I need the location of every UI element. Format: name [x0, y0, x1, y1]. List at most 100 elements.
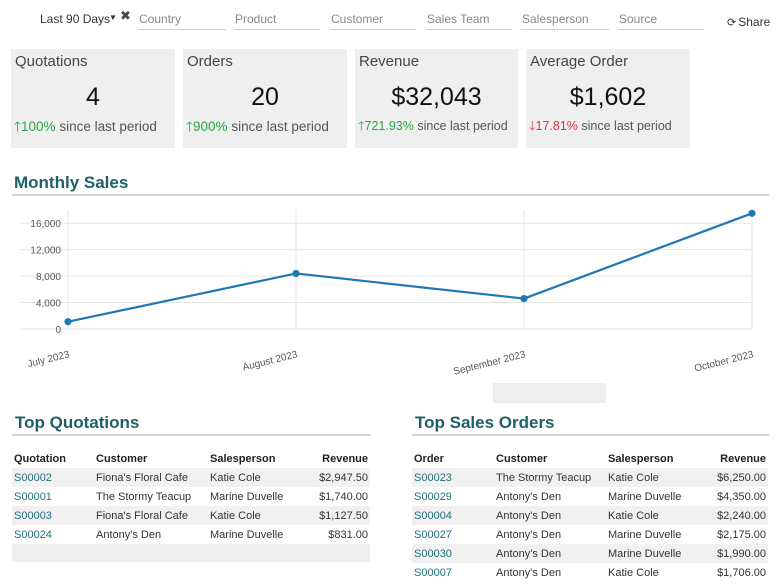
section-divider — [412, 434, 769, 436]
column-header: Revenue — [720, 452, 766, 465]
top-sales-orders-table: Order Customer Salesperson Revenue S0002… — [412, 449, 768, 582]
order-link[interactable]: S00030 — [414, 547, 452, 560]
salesperson-cell: Marine Duvelle — [210, 528, 284, 541]
customer-filter[interactable]: Customer — [330, 12, 416, 30]
column-header: Revenue — [322, 452, 368, 465]
series-line — [67, 212, 753, 323]
customer-cell: Antony's Den — [494, 506, 606, 525]
revenue-cell: $2,240.00 — [698, 506, 768, 525]
table-row[interactable]: S00023 The Stormy Teacup Katie Cole $6,2… — [412, 468, 768, 487]
kpi-trend-suffix: since last period — [59, 119, 157, 134]
revenue-cell: $1,706.00 — [717, 566, 766, 579]
customer-cell: Antony's Den — [96, 528, 162, 541]
table-row[interactable]: S00024 Antony's Den Marine Duvelle $831.… — [12, 525, 370, 544]
order-link[interactable]: S00023 — [414, 471, 452, 484]
close-icon[interactable]: ✖ — [120, 8, 131, 23]
quotation-link[interactable]: S00024 — [14, 528, 52, 541]
data-point — [64, 318, 72, 326]
kpi-trend: 🡑100% since last period — [14, 117, 175, 140]
column-header: Salesperson — [608, 452, 674, 465]
top-quotations-table: Quotation Customer Salesperson Revenue S… — [12, 449, 370, 544]
y-tick-label: 12,000 — [30, 246, 61, 257]
kpi-trend-value: 100% — [21, 119, 56, 134]
table-row[interactable]: S00027 Antony's Den Marine Duvelle $2,17… — [412, 525, 768, 544]
kpi-trend-suffix: since last period — [417, 119, 508, 133]
revenue-cell: $4,350.00 — [717, 490, 766, 503]
y-tick-label: 0 — [55, 325, 61, 336]
order-link[interactable]: S00004 — [414, 509, 452, 522]
salesperson-filter[interactable]: Salesperson — [521, 12, 609, 30]
table-row[interactable]: S00004 Antony's Den Katie Cole $2,240.00 — [412, 506, 768, 525]
top-quotations-title: Top Quotations — [15, 413, 140, 432]
y-tick-label: 16,000 — [30, 219, 61, 230]
salesperson-cell: Katie Cole — [208, 468, 302, 487]
kpi-value: 4 — [86, 83, 100, 111]
section-divider — [12, 434, 371, 436]
customer-cell: Fiona's Floral Cafe — [94, 468, 208, 487]
data-point — [520, 294, 528, 303]
table-row[interactable]: S00029 Antony's Den Marine Duvelle $4,35… — [412, 487, 768, 506]
salesperson-cell: Marine Duvelle — [606, 544, 698, 563]
arrow-down-icon: 🡓 — [529, 119, 536, 133]
x-tick-label: August 2023 — [242, 349, 300, 373]
salesperson-cell: Katie Cole — [208, 506, 302, 525]
order-link[interactable]: S00007 — [414, 566, 452, 579]
table-header-row: Order Customer Salesperson Revenue — [412, 449, 768, 468]
filter-bar: Last 90 Days ▼ ✖ Country Product Custome… — [0, 0, 783, 42]
data-point — [292, 269, 300, 278]
table-empty-row — [12, 544, 370, 562]
salesperson-cell: Marine Duvelle — [210, 490, 284, 503]
quotation-link[interactable]: S00003 — [14, 509, 52, 522]
table-row[interactable]: S00002 Fiona's Floral Cafe Katie Cole $2… — [12, 468, 370, 487]
customer-cell: Antony's Den — [496, 490, 562, 503]
salesperson-cell: Katie Cole — [606, 506, 698, 525]
x-tick-label: July 2023 — [27, 349, 72, 370]
table-row[interactable]: S00003 Fiona's Floral Cafe Katie Cole $1… — [12, 506, 370, 525]
table-row[interactable]: S00001 The Stormy Teacup Marine Duvelle … — [12, 487, 370, 506]
arrow-up-icon: 🡑 — [14, 119, 22, 134]
customer-cell: Antony's Den — [496, 528, 562, 541]
sales-team-filter[interactable]: Sales Team — [426, 12, 512, 30]
quotation-link[interactable]: S00002 — [14, 471, 52, 484]
arrow-up-icon: 🡑 — [186, 119, 194, 134]
column-header: Salesperson — [210, 452, 276, 465]
chart-scrollbar[interactable] — [493, 383, 606, 403]
section-divider — [12, 194, 769, 196]
share-icon: ⟳ — [727, 17, 737, 29]
country-filter[interactable]: Country — [138, 12, 226, 30]
kpi-title: Orders — [187, 53, 233, 70]
customer-cell: Fiona's Floral Cafe — [94, 506, 208, 525]
share-button[interactable]: ⟳ Share — [727, 15, 770, 29]
order-link[interactable]: S00027 — [414, 528, 452, 541]
column-header: Customer — [96, 452, 148, 465]
revenue-cell: $831.00 — [328, 528, 368, 541]
kpi-card-orders[interactable]: Orders 20 🡑900% since last period — [183, 49, 347, 148]
kpi-trend-value: 721.93% — [364, 119, 414, 133]
kpi-card-revenue[interactable]: Revenue $32,043 🡑721.93% since last peri… — [355, 49, 518, 148]
salesperson-cell: Marine Duvelle — [608, 528, 682, 541]
kpi-title: Revenue — [359, 53, 420, 70]
caret-down-icon[interactable]: ▼ — [109, 13, 117, 22]
table-row[interactable]: S00007 Antony's Den Katie Cole $1,706.00 — [412, 563, 768, 582]
x-tick-label: September 2023 — [452, 349, 527, 378]
table-row[interactable]: S00030 Antony's Den Marine Duvelle $1,99… — [412, 544, 768, 563]
kpi-card-average-order[interactable]: Average Order $1,602 🡓17.81% since last … — [526, 49, 690, 148]
kpi-trend: 🡑900% since last period — [186, 117, 347, 140]
period-filter[interactable]: Last 90 Days — [40, 12, 111, 26]
salesperson-cell: Marine Duvelle — [608, 490, 682, 503]
revenue-cell: $1,990.00 — [698, 544, 768, 563]
x-tick-label: October 2023 — [693, 349, 755, 374]
order-link[interactable]: S00029 — [414, 490, 452, 503]
y-tick-label: 4,000 — [36, 299, 61, 310]
source-filter[interactable]: Source — [618, 12, 704, 30]
quotation-link[interactable]: S00001 — [14, 490, 52, 503]
revenue-cell: $1,127.50 — [302, 506, 370, 525]
revenue-cell: $1,740.00 — [319, 490, 368, 503]
kpi-trend: 🡓17.81% since last period — [529, 117, 690, 138]
kpi-trend: 🡑721.93% since last period — [358, 117, 518, 138]
data-point — [748, 209, 756, 217]
product-filter[interactable]: Product — [234, 12, 320, 30]
customer-cell: Antony's Den — [494, 544, 606, 563]
kpi-value: $32,043 — [391, 83, 482, 111]
kpi-card-quotations[interactable]: Quotations 4 🡑100% since last period — [11, 49, 175, 148]
